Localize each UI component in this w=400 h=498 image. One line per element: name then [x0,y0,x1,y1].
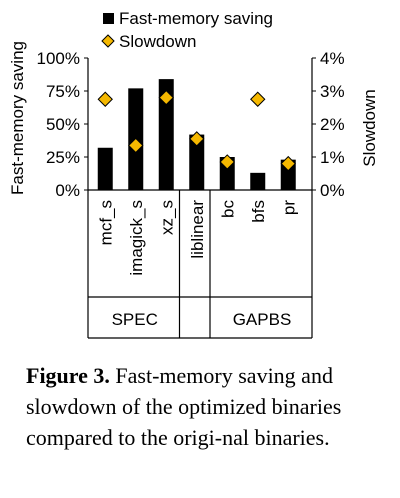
category-label: xz_s [157,200,176,235]
y-tick-label: 0% [55,181,80,200]
y2-tick-label: 0% [320,181,345,200]
slowdown-marker-liblinear [189,131,205,147]
group-labels: SPEC GAPBS [112,310,292,329]
y-tick-label: 50% [46,115,80,134]
bar-liblinear [189,134,205,190]
bar-mcf_s [97,147,113,190]
legend-bar-swatch [103,13,114,24]
slowdown-marker-mcf_s [97,91,113,107]
legend-marker-label: Slowdown [119,32,197,51]
chart: 0% 25% 50% 75% 100% 0% 1% 2% 3% 4% mcf_s imagick_s… [8,9,379,339]
y-axis-label: Fast-memory saving [8,41,27,195]
y-tick-label: 25% [46,148,80,167]
y2-tick-label: 3% [320,82,345,101]
legend-bar-label: Fast-memory saving [119,9,273,28]
group-label: SPEC [112,310,158,329]
category-labels: mcf_s imagick_s xz_s liblinear bc bfs pr [96,200,298,276]
legend-marker-swatch [101,34,115,48]
chart-axes [87,58,313,339]
y-tick-label: 100% [37,49,80,68]
category-label: bfs [249,200,268,223]
y-tick-label: 75% [46,82,80,101]
bar-bfs [250,172,266,190]
category-label: mcf_s [96,200,115,245]
slowdown-marker-bfs [250,91,266,107]
y2-tick-label: 1% [320,148,345,167]
caption-text: Fast-memory saving and slowdown of the o… [26,363,342,450]
tick-labels: 0% 25% 50% 75% 100% 0% 1% 2% 3% 4% [37,49,345,200]
group-label: GAPBS [233,310,292,329]
y2-tick-label: 4% [320,49,345,68]
slowdown-marker-xz_s [158,89,174,106]
category-label: pr [279,200,298,215]
marker-series [97,89,296,172]
y2-tick-label: 2% [320,115,345,134]
y2-axis-label: Slowdown [360,89,379,167]
slowdown-marker-imagick_s [128,137,144,154]
slowdown-marker-bc [219,154,235,170]
figure-label: Figure 3. [26,363,110,388]
bar-xz_s [158,79,174,190]
slowdown-marker-pr [280,155,296,172]
category-label: bc [218,200,237,218]
category-label: imagick_s [127,200,146,276]
category-label: liblinear [188,200,207,259]
figure-caption: Figure 3. Fast-memory saving and slowdow… [26,360,386,453]
legend: Fast-memory saving Slowdown [101,9,273,51]
